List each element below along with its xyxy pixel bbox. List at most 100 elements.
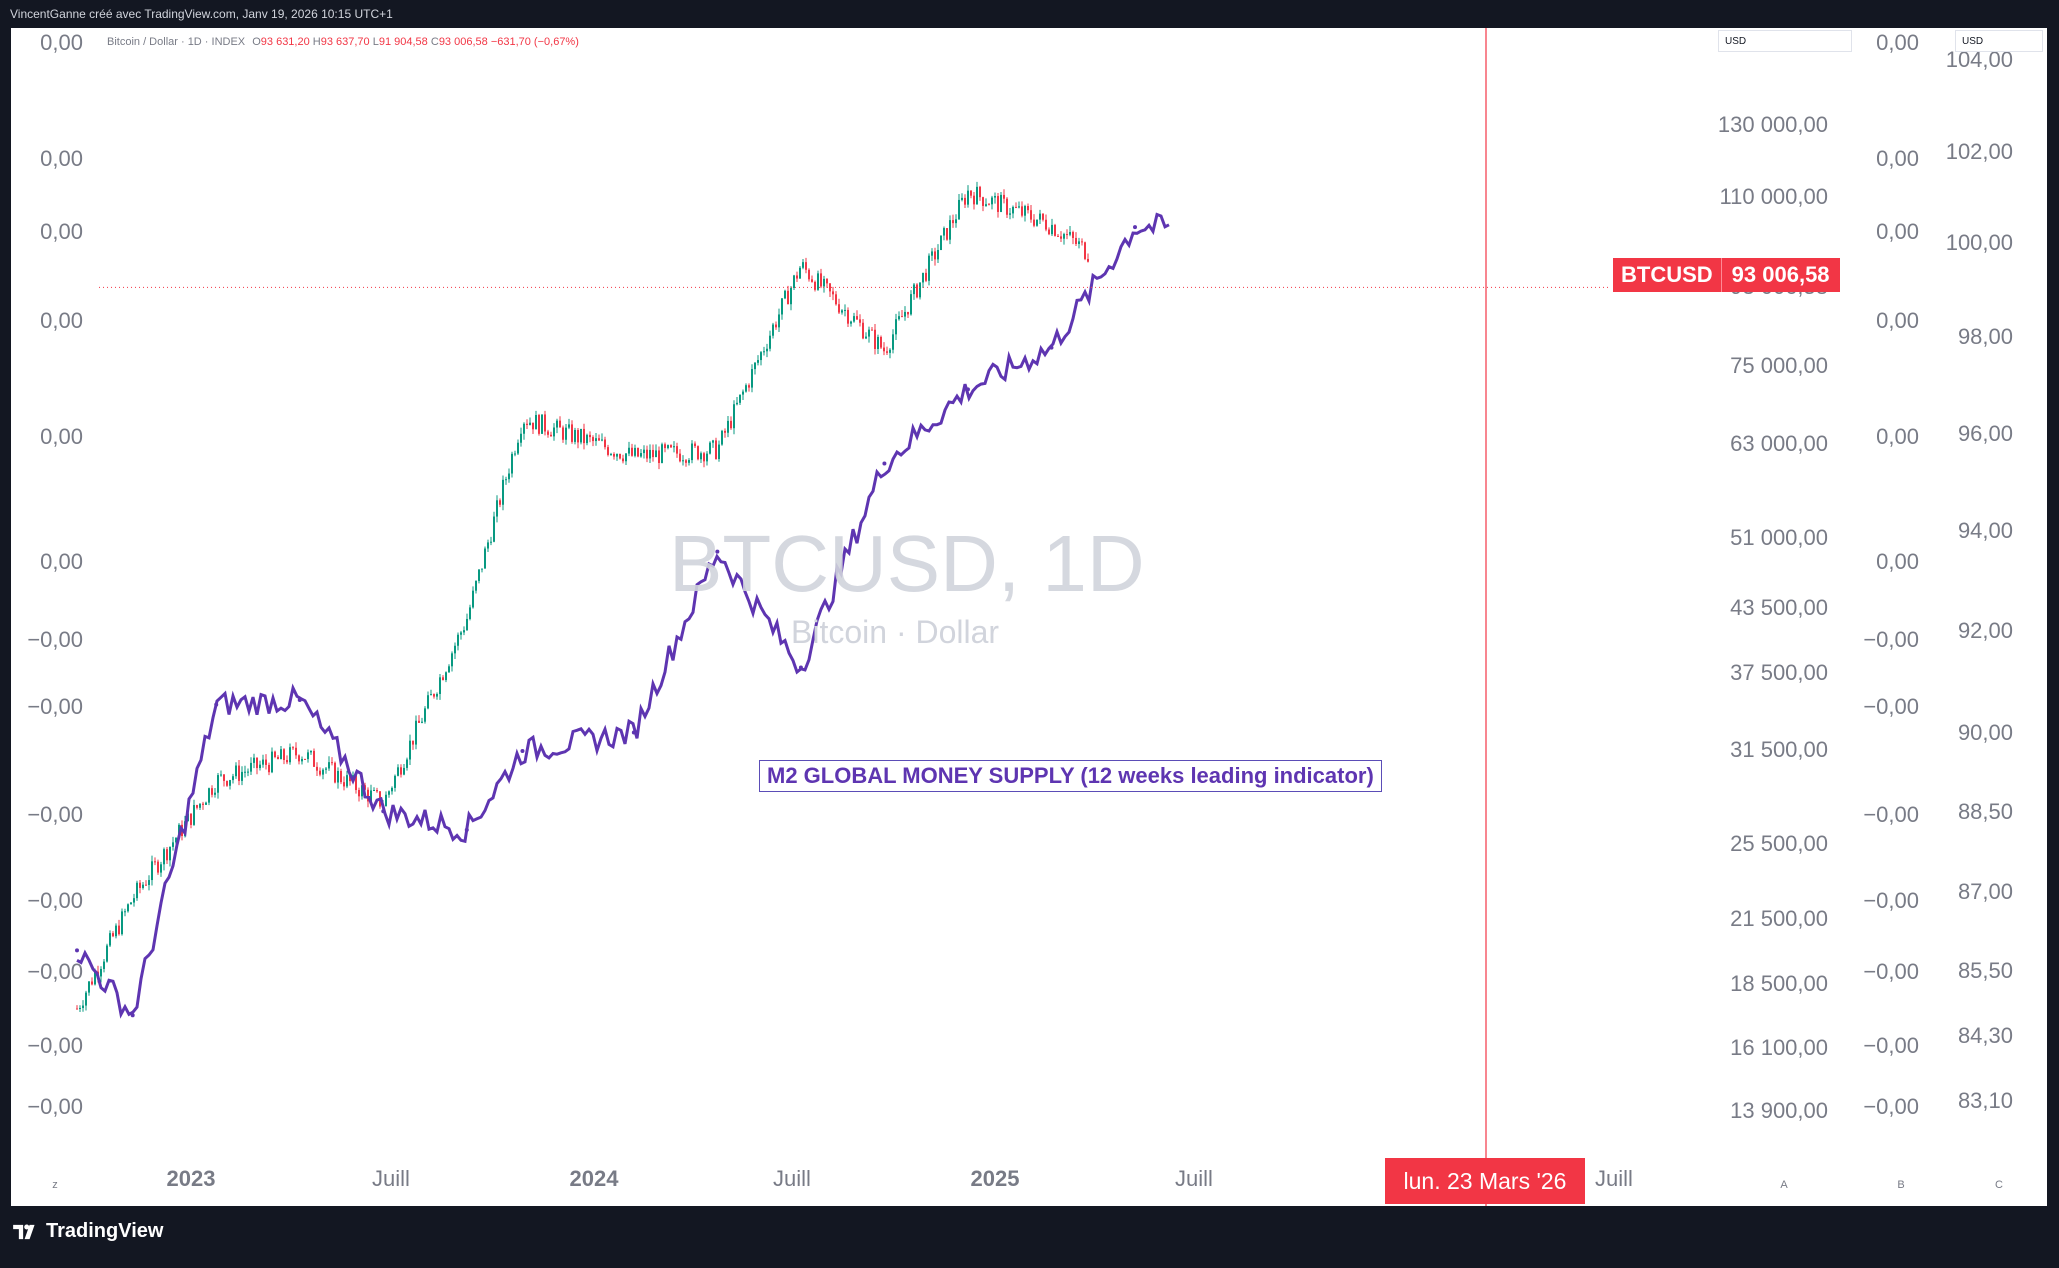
m2-point-9 [798, 665, 803, 670]
btc-candle-169 [583, 423, 585, 450]
btc-candle-120 [436, 692, 438, 700]
m2-annotation-label[interactable]: M2 GLOBAL MONEY SUPPLY (12 weeks leading… [759, 760, 1382, 792]
btc-candle-213 [715, 437, 717, 460]
btc-candle-132 [472, 586, 474, 609]
btc-candle-237 [787, 285, 789, 305]
btc-candle-189 [643, 445, 645, 459]
legend-close: 93 006,58 [438, 36, 488, 48]
m2-point-6 [520, 749, 525, 753]
btc-candle-270 [886, 346, 888, 356]
btc-candle-80 [316, 762, 318, 777]
tradingview-logo[interactable]: TradingView [12, 1220, 163, 1243]
legend-high: 93 637,70 [320, 36, 370, 48]
btc-candle-57 [247, 768, 249, 777]
legend-high-label: H [312, 36, 321, 48]
btc-candle-110 [406, 757, 408, 771]
btc-candle-66 [274, 750, 276, 759]
btc-candle-223 [745, 383, 747, 393]
btc-candle-285 [931, 248, 933, 261]
btc-candle-308 [1000, 192, 1002, 213]
m2-axis-tick-9: 87,00 [1958, 879, 2013, 904]
btc-candle-268 [880, 335, 882, 349]
btc-candle-55 [241, 766, 243, 786]
bottom-bar: TradingView [0, 1206, 2059, 1268]
x-axis-tick-2: 2024 [570, 1166, 620, 1191]
legend-symbol: Bitcoin / Dollar · 1D · INDEX [107, 36, 246, 48]
btc-candle-185 [631, 443, 633, 457]
btc-candle-192 [652, 444, 654, 462]
btc-candle-210 [706, 451, 708, 466]
btc-candle-186 [634, 444, 636, 458]
axis-button-zoom[interactable]: z [52, 1179, 58, 1191]
btc-candle-163 [565, 424, 567, 445]
currency-selector-right[interactable]: USD [1955, 30, 2043, 52]
btc-candle-71 [289, 743, 291, 765]
btc-candle-21 [139, 879, 141, 894]
symbol-legend[interactable]: Bitcoin / Dollar · 1D · INDEX O93 631,20… [107, 36, 579, 48]
btc-candle-198 [670, 444, 672, 449]
btc-candle-279 [913, 283, 915, 300]
axis-button-auto[interactable]: A [1780, 1179, 1788, 1191]
btc-candle-160 [556, 418, 558, 434]
btc-candle-5 [91, 977, 93, 986]
btc-candle-143 [505, 476, 507, 485]
btc-candle-261 [859, 314, 861, 327]
btc-candle-183 [625, 453, 627, 466]
btc-candle-13 [115, 923, 117, 939]
btc-candle-82 [322, 768, 324, 780]
btc-candle-58 [250, 757, 252, 776]
currency-selector-main[interactable]: USD [1718, 30, 1852, 52]
btc-candle-293 [955, 214, 957, 228]
btc-candle-322 [1042, 213, 1044, 222]
chart-pane[interactable]: 0,00 0,00 0,00 0,00 0,00 0,00 −0,00 −0,00 −0,00 −… [11, 28, 2047, 1206]
btc-candle-214 [718, 440, 720, 462]
btc-candle-252 [832, 286, 834, 301]
btc-candle-278 [910, 290, 912, 316]
btc-candle-79 [313, 748, 315, 768]
btc-candle-68 [280, 746, 282, 760]
btc-candle-94 [358, 787, 360, 802]
left-axis-tick-3: 0,00 [40, 308, 83, 333]
m2-axis-tick-10: 85,50 [1958, 958, 2013, 983]
mid-axis-tick-1: 0,00 [1876, 146, 1919, 171]
btc-candle-191 [649, 444, 651, 463]
btc-candle-53 [235, 762, 237, 779]
btc-candle-174 [598, 434, 600, 441]
btc-candle-149 [523, 422, 525, 440]
btc-axis-tick-5: 51 000,00 [1730, 525, 1828, 550]
m2-axis-tick-8: 88,50 [1958, 799, 2013, 824]
btc-candle-135 [481, 568, 483, 573]
chart-canvas[interactable]: 0,00 0,00 0,00 0,00 0,00 0,00 −0,00 −0,00 −0,00 −… [11, 28, 2047, 1206]
btc-candle-236 [784, 289, 786, 300]
btc-axis-tick-3: 75 000,00 [1730, 353, 1828, 378]
btc-candle-217 [727, 415, 729, 438]
btc-candle-177 [607, 444, 609, 457]
btc-candle-325 [1051, 218, 1053, 236]
btc-candle-104 [388, 790, 390, 798]
btc-candle-235 [781, 298, 783, 320]
left-axis-tick-5: 0,00 [40, 549, 83, 574]
axis-button-config[interactable]: C [1995, 1179, 2003, 1191]
btc-candle-249 [823, 275, 825, 293]
btc-candle-81 [319, 767, 321, 777]
legend-open-label: O [252, 36, 261, 48]
mid-axis-tick-10: −0,00 [1863, 959, 1919, 984]
btc-candle-251 [829, 283, 831, 297]
btc-candle-221 [739, 394, 741, 405]
axis-button-log[interactable]: B [1897, 1179, 1904, 1191]
m2-series-group [75, 212, 1170, 1019]
btc-candle-205 [691, 440, 693, 464]
btc-candle-309 [1003, 189, 1005, 204]
btc-candle-220 [736, 397, 738, 406]
btc-candle-238 [790, 286, 792, 311]
btc-candle-196 [664, 442, 666, 453]
btc-candles [76, 181, 1089, 1012]
btc-candle-302 [982, 196, 984, 212]
btc-candle-218 [730, 416, 732, 430]
btc-candle-289 [943, 226, 945, 241]
btc-candle-257 [847, 307, 849, 328]
btc-candle-304 [988, 202, 990, 206]
x-axis-tick-7: Juill [1595, 1166, 1633, 1191]
left-axis-tick-11: −0,00 [27, 1033, 83, 1058]
m2-axis-tick-11: 84,30 [1958, 1023, 2013, 1048]
